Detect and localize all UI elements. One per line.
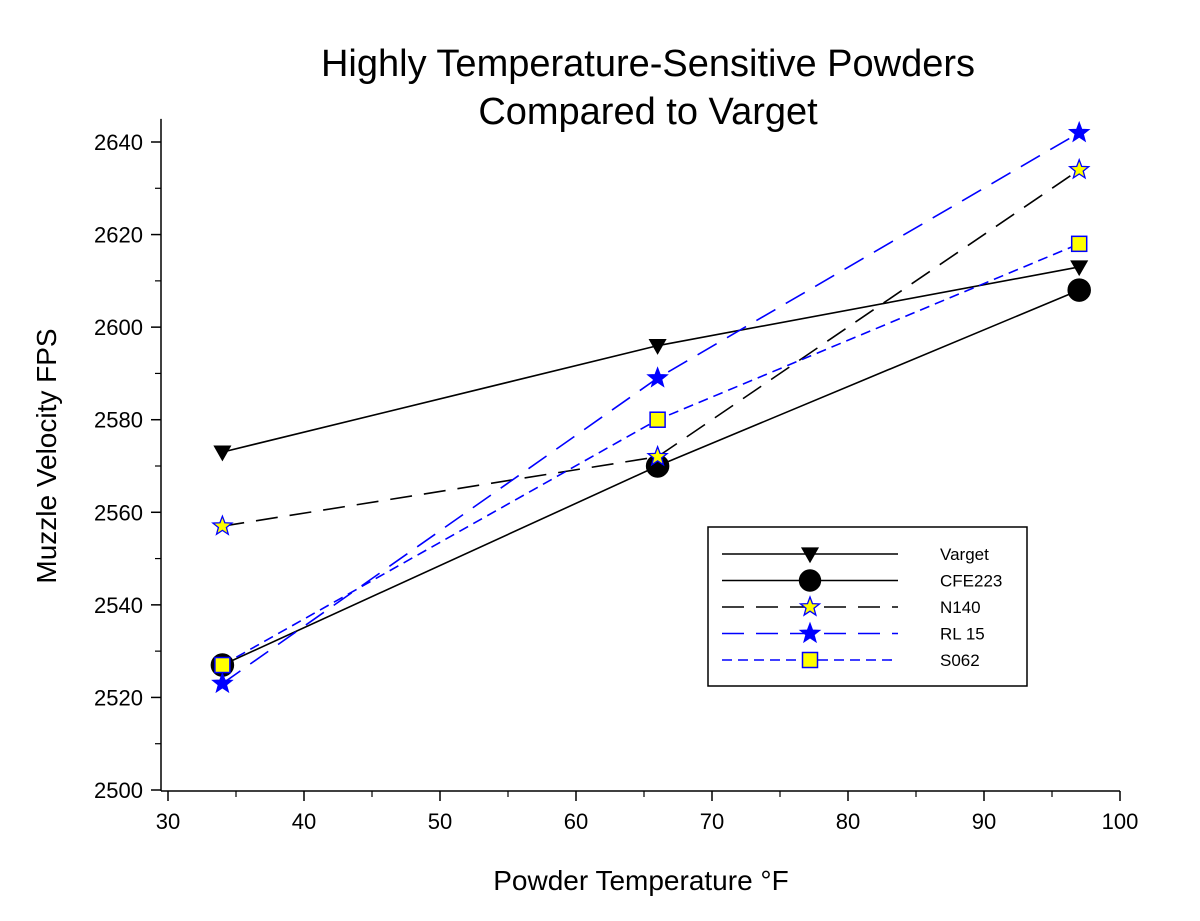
point-rl-15 [646,366,669,388]
y-tick-label: 2620 [94,223,143,248]
x-tick-label: 80 [836,809,860,834]
chart-title: Highly Temperature-Sensitive Powders [321,43,975,85]
chart-subtitle: Compared to Varget [478,91,818,133]
point-n140 [646,444,669,467]
legend-label-n140: N140 [940,598,981,617]
x-tick-label: 100 [1102,809,1139,834]
legend-marker-n140 [798,595,822,617]
x-tick-label: 30 [156,809,180,834]
x-tick-label: 90 [972,809,996,834]
point-varget [213,445,232,462]
legend-label-s062: S062 [940,651,980,670]
legend: Varget CFE223 N140 RL 15 S062 [707,526,1028,687]
x-axis-label: Powder Temperature °F [493,865,788,896]
point-varget [1070,260,1089,277]
y-tick-label: 2520 [94,685,143,710]
x-tick-label: 70 [700,809,724,834]
y-tick-label: 2500 [94,778,143,803]
y-tick-label: 2580 [94,408,143,433]
point-s062 [1070,235,1088,253]
y-tick-label: 2600 [94,315,143,340]
legend-label-varget: Varget [940,545,989,564]
series-line-n140 [222,169,1080,527]
point-rl-15 [211,671,234,694]
point-rl-15 [1067,120,1091,143]
series-layer [210,120,1091,694]
point-n140 [1067,157,1091,180]
point-s062 [214,656,231,674]
legend-marker-varget [800,547,820,564]
legend-label-rl-15: RL 15 [940,625,985,644]
y-tick-label: 2540 [94,593,143,618]
legend-label-cfe223: CFE223 [940,572,1002,591]
legend-marker-s062 [801,651,819,669]
x-tick-label: 60 [564,809,588,834]
x-tick-label: 50 [428,809,452,834]
point-n140 [211,514,234,536]
y-tick-label: 2640 [94,130,143,155]
x-tick-label: 40 [292,809,316,834]
legend-marker-cfe223 [798,569,822,592]
legend-marker-rl-15 [798,621,822,644]
point-cfe223 [1067,278,1091,302]
axes: 30 40 50 60 70 80 90 100 2500 2520 2540 2560 2580 260… [94,118,1139,834]
point-varget [648,339,667,355]
point-s062 [649,411,666,428]
y-axis-label: Muzzle Velocity FPS [31,328,62,583]
y-tick-label: 2560 [94,500,143,525]
